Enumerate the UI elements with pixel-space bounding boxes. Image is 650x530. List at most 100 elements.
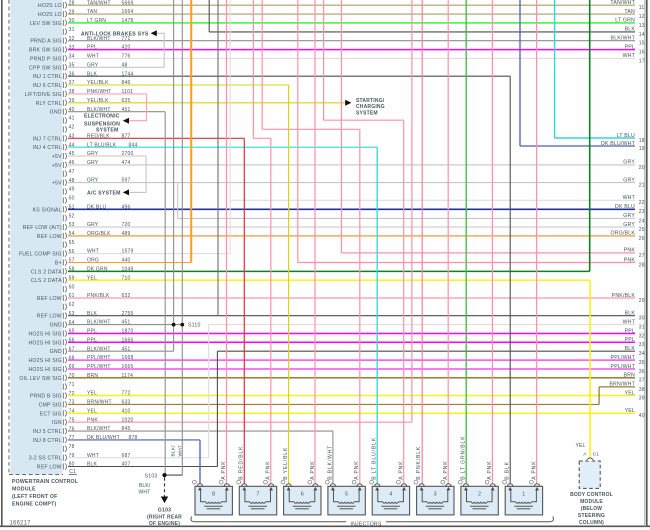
- svg-text:54: 54: [69, 231, 75, 237]
- svg-text:30: 30: [639, 316, 645, 322]
- svg-text:PNK/WHT: PNK/WHT: [87, 89, 111, 95]
- svg-text:ENGINE COMPT): ENGINE COMPT): [12, 502, 56, 508]
- svg-text:1668: 1668: [122, 355, 134, 361]
- svg-text:POWERTRAIN CONTROL: POWERTRAIN CONTROL: [12, 479, 79, 485]
- svg-text:REF LOW: REF LOW: [37, 465, 62, 471]
- svg-text:80: 80: [69, 462, 75, 468]
- svg-text:RLY CTRL: RLY CTRL: [36, 101, 62, 107]
- svg-text:2: 2: [478, 491, 481, 497]
- svg-text:7: 7: [256, 491, 259, 497]
- svg-text:39: 39: [69, 98, 75, 104]
- svg-text:GND: GND: [50, 349, 62, 355]
- svg-text:420: 420: [122, 45, 131, 51]
- svg-text:(RIGHT REAR: (RIGHT REAR: [147, 515, 182, 521]
- svg-text:41: 41: [69, 116, 75, 122]
- svg-text:44: 44: [69, 142, 75, 148]
- svg-text:PNK: PNK: [624, 248, 636, 254]
- svg-text:HO2S HI SIG: HO2S HI SIG: [28, 340, 61, 346]
- svg-text:PNK/BLK: PNK/BLK: [87, 293, 110, 299]
- svg-text:29: 29: [69, 9, 75, 15]
- svg-text:WHT: WHT: [623, 53, 636, 59]
- svg-text:68: 68: [69, 355, 75, 361]
- svg-text:PRND A SIG: PRND A SIG: [30, 39, 61, 45]
- svg-text:55: 55: [69, 240, 75, 246]
- svg-text:BLK/: BLK/: [139, 483, 151, 489]
- svg-text:66: 66: [69, 338, 75, 344]
- svg-text:+5V: +5V: [52, 163, 62, 169]
- svg-text:597: 597: [122, 178, 131, 184]
- svg-text:BLK/WHT: BLK/WHT: [87, 426, 111, 432]
- svg-text:1666: 1666: [122, 337, 134, 343]
- svg-text:12: 12: [639, 14, 645, 20]
- svg-text:WHT: WHT: [139, 490, 151, 496]
- svg-text:1: 1: [522, 491, 525, 497]
- svg-text:ORG/BLK: ORG/BLK: [87, 231, 111, 237]
- svg-text:78: 78: [69, 444, 75, 450]
- svg-text:35: 35: [69, 63, 75, 69]
- svg-text:REF LOW: REF LOW: [37, 314, 62, 320]
- svg-text:GRY: GRY: [623, 213, 635, 219]
- svg-text:30: 30: [69, 18, 75, 24]
- svg-text:GND: GND: [50, 323, 62, 329]
- svg-text:877: 877: [122, 133, 131, 139]
- svg-text:TAN: TAN: [87, 9, 97, 15]
- svg-text:BRN/WHT: BRN/WHT: [87, 400, 112, 406]
- svg-text:YEL: YEL: [625, 390, 635, 396]
- svg-text:11: 11: [639, 5, 645, 11]
- svg-text:73: 73: [69, 400, 75, 406]
- svg-text:SYSTEM: SYSTEM: [356, 111, 378, 117]
- svg-text:33: 33: [69, 45, 75, 51]
- svg-text:57: 57: [69, 258, 75, 264]
- svg-text:8: 8: [212, 491, 215, 497]
- svg-text:58: 58: [69, 267, 75, 273]
- svg-text:75: 75: [69, 417, 75, 423]
- svg-text:A: A: [583, 452, 587, 457]
- svg-text:PPL/WHT: PPL/WHT: [87, 355, 111, 361]
- svg-text:FUEL COMP SIG: FUEL COMP SIG: [19, 252, 62, 258]
- svg-text:61: 61: [69, 293, 75, 299]
- svg-text:BLK: BLK: [87, 462, 98, 468]
- svg-text:28: 28: [639, 262, 645, 268]
- svg-text:LT GRN: LT GRN: [615, 18, 635, 24]
- svg-text:+5V: +5V: [52, 154, 62, 160]
- svg-text:60: 60: [69, 284, 75, 290]
- svg-text:19: 19: [639, 146, 645, 152]
- svg-text:771: 771: [122, 36, 131, 42]
- svg-text:+5V: +5V: [52, 181, 62, 187]
- svg-text:846: 846: [122, 80, 131, 86]
- svg-text:BRN: BRN: [87, 373, 98, 379]
- svg-text:1478: 1478: [122, 18, 134, 24]
- svg-text:PPL: PPL: [87, 329, 97, 335]
- svg-text:878: 878: [129, 435, 138, 441]
- svg-text:48: 48: [122, 62, 128, 68]
- svg-text:HO2S LO: HO2S LO: [38, 12, 62, 18]
- svg-text:GRY: GRY: [623, 222, 635, 228]
- svg-text:32: 32: [639, 333, 645, 339]
- svg-text:20: 20: [639, 165, 645, 171]
- svg-text:RED/BLK: RED/BLK: [87, 133, 110, 139]
- svg-text:PPL/WHT: PPL/WHT: [611, 364, 636, 370]
- svg-text:CLS 2 DATA: CLS 2 DATA: [31, 278, 62, 284]
- svg-text:40: 40: [639, 413, 645, 419]
- svg-text:1049: 1049: [122, 267, 134, 273]
- svg-text:A PNK: A PNK: [221, 461, 227, 480]
- svg-text:PPL: PPL: [625, 328, 635, 334]
- svg-text:37: 37: [69, 80, 75, 86]
- svg-text:56: 56: [69, 249, 75, 255]
- svg-text:PNK: PNK: [624, 257, 636, 263]
- svg-text:625: 625: [122, 98, 131, 104]
- svg-text:PPL: PPL: [625, 337, 635, 343]
- svg-text:69: 69: [69, 364, 75, 370]
- svg-text:29: 29: [639, 298, 645, 304]
- svg-text:18: 18: [639, 138, 645, 144]
- svg-text:OIL LEV SW SIG: OIL LEV SW SIG: [19, 376, 61, 382]
- svg-text:C1: C1: [593, 452, 600, 457]
- svg-text:HO2S HI SIG: HO2S HI SIG: [28, 332, 61, 338]
- svg-text:INJECTORS: INJECTORS: [350, 522, 381, 528]
- svg-text:A PNK: A PNK: [487, 461, 493, 480]
- svg-text:38: 38: [69, 89, 75, 95]
- svg-text:1101: 1101: [122, 89, 134, 95]
- svg-text:710: 710: [122, 275, 131, 281]
- svg-text:1174: 1174: [122, 373, 134, 379]
- svg-text:BLK/WHT: BLK/WHT: [611, 36, 636, 42]
